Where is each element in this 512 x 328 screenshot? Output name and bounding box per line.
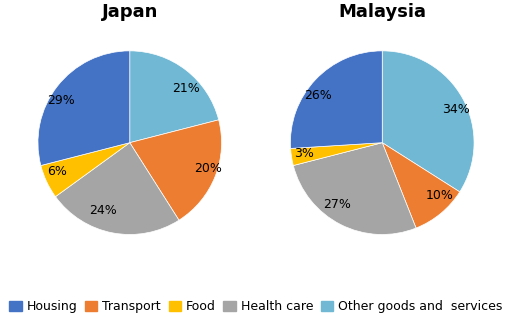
Text: 29%: 29% — [48, 94, 75, 107]
Text: 24%: 24% — [89, 204, 117, 217]
Wedge shape — [293, 143, 416, 235]
Text: 21%: 21% — [172, 82, 200, 95]
Wedge shape — [130, 120, 222, 220]
Wedge shape — [55, 143, 179, 235]
Wedge shape — [382, 51, 474, 192]
Title: Japan: Japan — [101, 3, 158, 21]
Text: 10%: 10% — [426, 189, 454, 202]
Wedge shape — [291, 143, 382, 166]
Title: Malaysia: Malaysia — [338, 3, 426, 21]
Wedge shape — [41, 143, 130, 197]
Wedge shape — [38, 51, 130, 166]
Text: 27%: 27% — [323, 197, 351, 211]
Text: 26%: 26% — [304, 89, 332, 102]
Text: 34%: 34% — [442, 103, 471, 116]
Wedge shape — [382, 143, 460, 228]
Text: 6%: 6% — [48, 166, 68, 178]
Wedge shape — [290, 51, 382, 149]
Text: 3%: 3% — [294, 147, 314, 160]
Legend: Housing, Transport, Food, Health care, Other goods and  services: Housing, Transport, Food, Health care, O… — [4, 296, 508, 318]
Text: 20%: 20% — [194, 161, 222, 174]
Wedge shape — [130, 51, 219, 143]
